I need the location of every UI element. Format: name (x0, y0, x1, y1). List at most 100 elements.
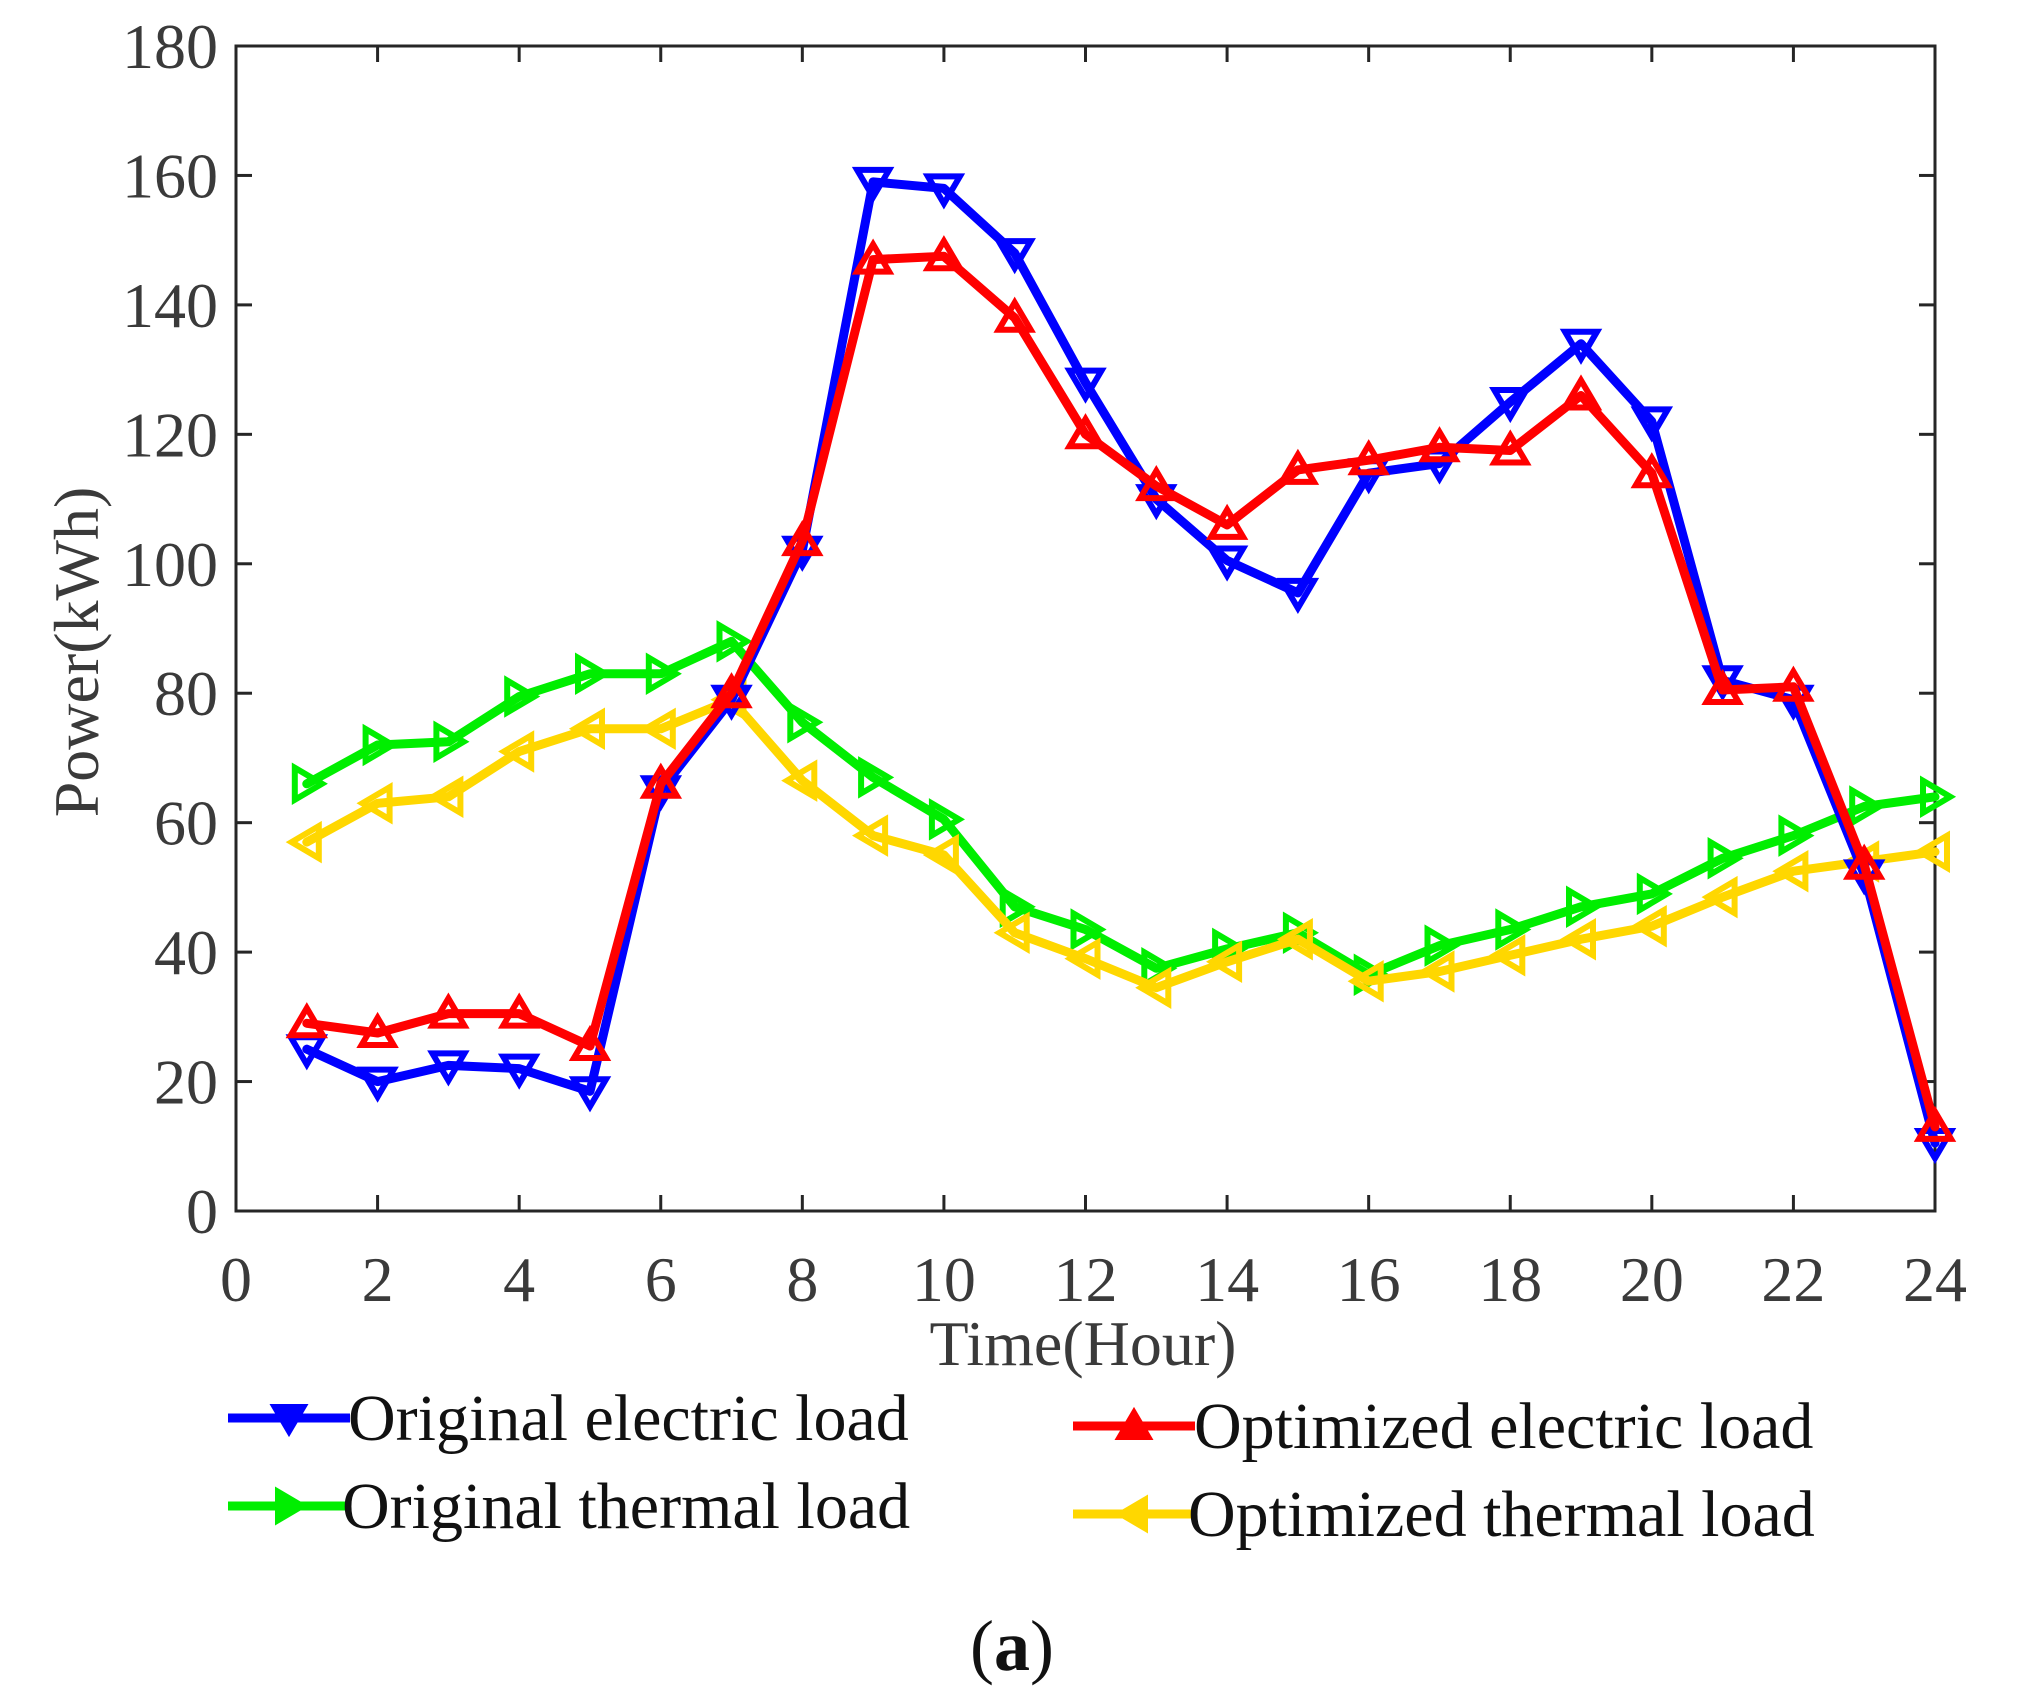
data-point (710, 672, 753, 709)
data-point (922, 235, 966, 272)
data-point (1064, 937, 1101, 980)
data-point (1566, 885, 1603, 929)
data-point (1489, 934, 1526, 977)
data-point (1913, 830, 1950, 874)
data-point (362, 723, 399, 767)
data-point (993, 238, 1036, 275)
legend-item: Original thermal load (228, 1470, 910, 1543)
x-tick-label: 0 (220, 1244, 252, 1315)
data-point (1630, 904, 1667, 948)
y-tick-label: 0 (186, 1176, 218, 1247)
data-point (993, 911, 1030, 954)
data-point (993, 296, 1036, 333)
data-point (1424, 924, 1461, 967)
legend-swatch-marker (1114, 1494, 1148, 1534)
axes: 0 2 4 6 8 10 12 14 16 18 20 22 240204060801001201401… (122, 11, 1967, 1315)
series-layer (285, 166, 1957, 1165)
data-point (999, 885, 1036, 929)
panel-label: (a) (970, 1606, 1054, 1686)
legend-swatch-marker (275, 1486, 309, 1526)
data-point (787, 701, 824, 744)
data-point (1064, 413, 1107, 450)
series-line (302, 636, 1940, 980)
data-point (497, 992, 541, 1029)
legend-label: Optimized electric load (1194, 1390, 1813, 1463)
data-point (858, 756, 895, 799)
data-point (433, 720, 470, 764)
data-point (1772, 665, 1815, 702)
series-optimized-thermal-load (285, 678, 1950, 1009)
data-point (1070, 908, 1107, 951)
legend-swatch-marker (1114, 1406, 1154, 1440)
data-point (285, 1002, 329, 1039)
data-point (928, 798, 966, 841)
y-axis-title: Power(kWh) (41, 487, 112, 818)
data-point (922, 173, 966, 210)
data-point (1489, 429, 1532, 466)
legend-item: Original electric load (228, 1382, 909, 1455)
data-point (1630, 406, 1674, 443)
y-tick-label: 40 (154, 917, 218, 988)
data-point (1418, 426, 1461, 463)
panel-label-open: ( (970, 1606, 994, 1686)
x-tick-label: 18 (1478, 1244, 1542, 1315)
data-point (645, 652, 682, 696)
data-point (575, 652, 612, 696)
plot-frame (234, 44, 1937, 1213)
x-tick-label: 24 (1903, 1244, 1967, 1315)
x-tick-label: 22 (1761, 1244, 1825, 1315)
data-point (1205, 503, 1249, 540)
legend-item: Optimized electric load (1073, 1390, 1813, 1463)
series-optimized-electric-load (285, 235, 1957, 1142)
data-point (1630, 452, 1674, 489)
data-point (498, 730, 535, 773)
panel-label-close: ) (1030, 1606, 1054, 1686)
labels-layer: Time(Hour) Power(kWh) (41, 487, 1236, 1379)
x-tick-label: 6 (645, 1244, 677, 1315)
y-tick-label: 20 (154, 1047, 218, 1118)
data-point (568, 1076, 612, 1113)
data-point (497, 1053, 541, 1090)
data-point (1849, 785, 1886, 828)
data-point (427, 1050, 470, 1087)
series-original-electric-load (285, 166, 1957, 1165)
series-line (302, 251, 1940, 1132)
data-point (285, 820, 322, 864)
data-point (781, 519, 824, 557)
data-point (922, 833, 959, 877)
legend-label: Original thermal load (342, 1470, 910, 1543)
data-point (1205, 545, 1249, 582)
data-point (639, 762, 683, 799)
data-point (1707, 837, 1744, 880)
y-tick-label: 80 (154, 658, 218, 729)
data-point (1489, 387, 1532, 424)
data-point (851, 238, 895, 275)
data-point (1772, 849, 1809, 893)
data-point (1701, 668, 1744, 705)
y-tick-label: 60 (154, 788, 218, 859)
data-point (1276, 448, 1320, 485)
legend-swatch-marker (269, 1404, 309, 1438)
data-point (1418, 950, 1455, 993)
legend-label: Original electric load (348, 1382, 909, 1455)
data-point (427, 775, 464, 819)
legend-label: Optimized thermal load (1188, 1478, 1815, 1551)
data-point (356, 1011, 399, 1048)
data-point (1135, 464, 1178, 502)
legend-item: Optimized thermal load (1073, 1478, 1815, 1551)
data-point (568, 707, 605, 751)
x-tick-label: 16 (1337, 1244, 1401, 1315)
data-point (1135, 966, 1172, 1009)
x-tick-label: 14 (1195, 1244, 1259, 1315)
data-point (356, 1066, 399, 1103)
series-line (302, 177, 1940, 1148)
y-tick-label: 120 (122, 399, 218, 470)
data-point (1064, 367, 1107, 404)
series-original-thermal-load (291, 620, 1957, 997)
x-tick-label: 4 (503, 1244, 535, 1315)
x-tick-label: 12 (1054, 1244, 1118, 1315)
data-point (1495, 908, 1532, 951)
data-point (1347, 439, 1390, 476)
data-point (1276, 917, 1313, 961)
